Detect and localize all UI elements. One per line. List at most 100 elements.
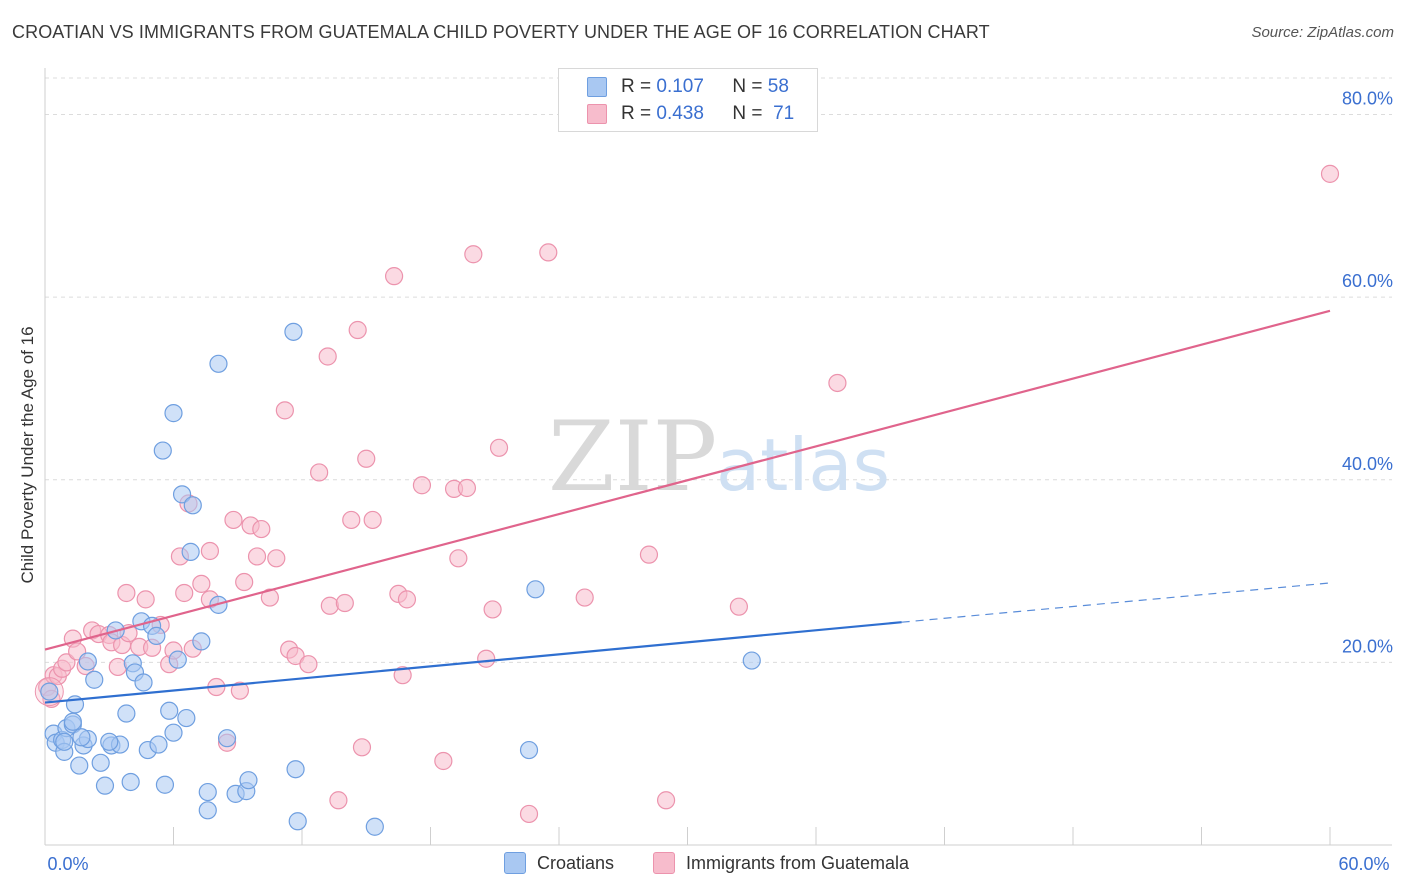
- x-tick-label: 60.0%: [1338, 854, 1389, 874]
- guatemala-point: [342, 510, 361, 530]
- guatemala-point: [318, 347, 337, 366]
- croatian-point: [198, 782, 217, 802]
- croatian-point: [164, 723, 183, 742]
- guatemala-point: [457, 478, 477, 498]
- guatemala-point: [275, 401, 294, 420]
- tick-labels: 20.0% 40.0% 60.0% 80.0% 0.0% 60.0%: [47, 89, 1393, 874]
- croatian-point: [85, 670, 104, 689]
- guatemala-point: [252, 519, 271, 539]
- croatian-point: [155, 775, 175, 794]
- croatian-point: [164, 404, 183, 423]
- y-tick-label: 80.0%: [1342, 89, 1393, 109]
- legend-n-label: N =: [732, 103, 763, 124]
- croatian-point: [55, 732, 74, 751]
- series-croatians-points: [40, 322, 761, 836]
- chart-title: CROATIAN VS IMMIGRANTS FROM GUATEMALA CH…: [12, 22, 990, 42]
- croatian-point: [284, 322, 303, 341]
- croatian-point: [365, 817, 384, 836]
- legend-label-guatemala: Immigrants from Guatemala: [686, 852, 910, 873]
- guatemala-point: [828, 373, 847, 393]
- trend-line-croatians: [44, 621, 902, 704]
- guatemala-point: [363, 510, 382, 530]
- trend-line-guatemala: [44, 309, 1331, 651]
- guatemala-point: [348, 320, 367, 340]
- guatemala-point: [230, 681, 249, 700]
- guatemala-point: [483, 600, 502, 619]
- guatemala-point: [329, 791, 348, 810]
- watermark: ZIP atlas: [548, 401, 890, 513]
- croatian-point: [63, 712, 82, 731]
- guatemala-point: [1320, 164, 1340, 183]
- guatemala-point: [117, 583, 136, 603]
- guatemala-point: [299, 655, 318, 674]
- guatemala-point: [397, 590, 417, 609]
- guatemala-point: [412, 476, 432, 495]
- guatemala-point: [519, 804, 539, 824]
- guatemala-point: [108, 657, 127, 677]
- croatian-point: [117, 704, 136, 723]
- croatian-point: [742, 651, 761, 670]
- guatemala-point: [260, 588, 279, 607]
- guatemala-point: [200, 541, 220, 561]
- legend-row-croatians: R = 0.107 N = 58: [587, 74, 789, 100]
- croatian-point: [153, 441, 172, 460]
- croatian-point: [286, 760, 305, 779]
- croatian-point: [198, 801, 217, 820]
- croatian-point: [526, 580, 545, 599]
- legend-swatch-guatemala: [653, 852, 675, 874]
- legend-r-value: 0.107: [656, 76, 704, 97]
- guatemala-point: [192, 574, 211, 593]
- legend-r-label: R =: [621, 103, 652, 124]
- correlation-legend: R = 0.107 N = 58 R = 0.438 N = 71: [558, 68, 818, 132]
- croatian-point: [91, 753, 110, 772]
- croatian-point: [172, 485, 192, 504]
- legend-item-guatemala[interactable]: Immigrants from Guatemala: [653, 852, 909, 874]
- legend-r-label: R =: [621, 76, 652, 97]
- croatian-point: [78, 652, 97, 671]
- legend-row-guatemala: R = 0.438 N = 71: [587, 101, 794, 127]
- y-tick-label: 20.0%: [1342, 636, 1393, 656]
- croatian-point: [134, 673, 153, 692]
- trend-line-croatians-extension: [901, 582, 1331, 623]
- croatian-point: [183, 496, 202, 515]
- guatemala-point: [57, 653, 76, 672]
- guatemala-point: [267, 549, 286, 568]
- legend-n-value: 58: [767, 76, 789, 97]
- croatian-point: [100, 732, 119, 751]
- legend-swatch-croatians: [587, 77, 607, 97]
- guatemala-point: [247, 547, 267, 566]
- guatemala-point: [489, 438, 509, 457]
- guatemala-point: [464, 245, 483, 264]
- guatemala-point: [575, 588, 594, 607]
- croatian-point: [40, 682, 59, 701]
- legend-n-label: N =: [732, 76, 763, 97]
- guatemala-point: [656, 791, 676, 810]
- croatian-point: [72, 728, 91, 747]
- croatian-point: [160, 701, 179, 720]
- guatemala-point: [136, 590, 155, 609]
- y-tick-label: 60.0%: [1342, 271, 1393, 291]
- y-tick-label: 40.0%: [1342, 454, 1393, 474]
- guatemala-point: [335, 593, 354, 613]
- legend-item-croatians[interactable]: Croatians: [504, 852, 614, 874]
- watermark-zip: ZIP: [548, 401, 717, 513]
- croatian-point: [121, 772, 140, 792]
- croatian-point: [519, 740, 539, 760]
- guatemala-point: [286, 646, 305, 666]
- croatian-point: [181, 542, 200, 561]
- guatemala-point: [477, 649, 496, 668]
- guatemala-point: [175, 583, 194, 603]
- croatian-point: [239, 771, 258, 790]
- croatian-point: [168, 650, 187, 669]
- guatemala-point: [434, 751, 453, 771]
- legend-swatch-croatians: [504, 852, 526, 874]
- croatian-point: [217, 729, 237, 748]
- croatian-point: [70, 756, 89, 775]
- guatemala-point: [384, 267, 404, 286]
- x-tick-label: 0.0%: [47, 854, 88, 874]
- y-axis-label: Child Poverty Under the Age of 16: [18, 326, 37, 584]
- legend-n-value: 71: [773, 103, 795, 124]
- croatian-point: [288, 812, 307, 831]
- guatemala-point: [729, 597, 749, 616]
